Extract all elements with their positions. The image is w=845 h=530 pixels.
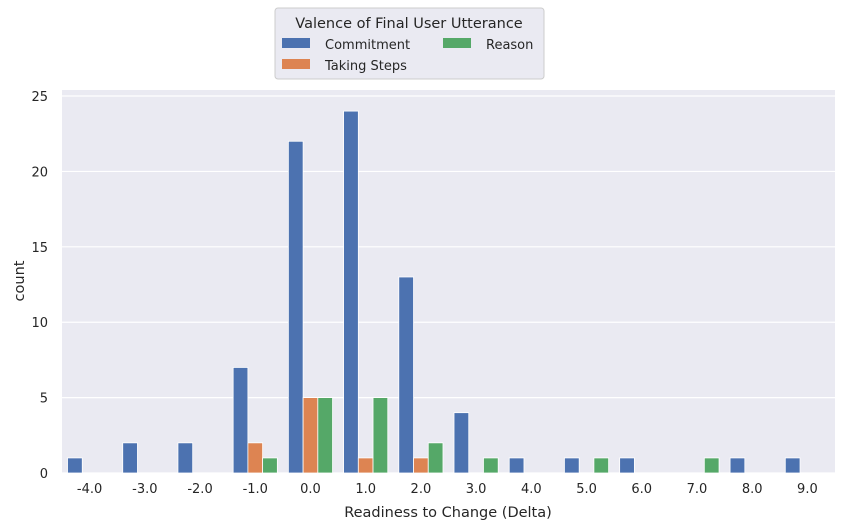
- x-tick-label: 5.0: [576, 482, 597, 497]
- bar-commitment: [67, 457, 83, 474]
- legend-label: Reason: [486, 38, 533, 53]
- bar-reason: [372, 397, 389, 474]
- bar-taking-steps: [302, 397, 319, 474]
- x-tick-label: 8.0: [742, 482, 763, 497]
- legend-title: Valence of Final User Utterance: [295, 16, 523, 32]
- x-tick-label: 9.0: [797, 482, 818, 497]
- x-tick-label: 0.0: [300, 482, 321, 497]
- x-tick-label: -3.0: [132, 482, 157, 497]
- bars: [67, 110, 801, 474]
- x-tick-label: -1.0: [243, 482, 268, 497]
- legend-entries: Commitment Taking Steps Reason: [282, 38, 533, 74]
- bar-reason: [593, 457, 610, 474]
- bar-commitment: [619, 457, 635, 474]
- x-tick-label: 7.0: [687, 482, 708, 497]
- x-tick-label: 1.0: [355, 482, 376, 497]
- bar-reason: [262, 457, 278, 474]
- x-tick-label: 3.0: [466, 482, 487, 497]
- bar-reason: [427, 442, 444, 474]
- bar-commitment: [453, 412, 470, 474]
- legend-label: Taking Steps: [324, 59, 407, 74]
- bar-commitment: [729, 457, 746, 474]
- x-tick-label: 6.0: [631, 482, 652, 497]
- bar-reason: [317, 397, 333, 474]
- legend-swatch: [282, 38, 310, 48]
- y-tick-label: 10: [31, 316, 48, 331]
- y-tick-label: 0: [40, 467, 48, 482]
- bar-commitment: [398, 276, 414, 474]
- bar-commitment: [343, 110, 359, 474]
- bar-commitment: [232, 367, 249, 474]
- bar-commitment: [564, 457, 580, 474]
- bar-reason: [483, 457, 499, 474]
- legend: Valence of Final User Utterance Commitme…: [274, 7, 545, 80]
- x-tick-label: -2.0: [187, 482, 212, 497]
- bar-reason: [703, 457, 720, 474]
- x-tick-labels: -4.0 -3.0 -2.0 -1.0 0.0 1.0 2.0 3.0 4.0 5.0 6.0 7.0…: [77, 482, 818, 497]
- y-tick-labels: 0 5 10 15 20 25: [31, 90, 48, 482]
- y-tick-label: 20: [31, 165, 48, 180]
- bar-commitment: [508, 457, 525, 474]
- x-tick-label: 4.0: [521, 482, 542, 497]
- plot-area: [62, 90, 835, 473]
- legend-label: Commitment: [325, 38, 410, 53]
- legend-swatch: [282, 59, 310, 69]
- bar-commitment: [784, 457, 801, 474]
- y-axis-label: count: [12, 260, 28, 301]
- legend-box: [274, 7, 545, 80]
- y-tick-label: 5: [40, 392, 48, 407]
- y-tick-label: 25: [31, 90, 48, 105]
- legend-swatch: [443, 38, 471, 48]
- y-tick-label: 15: [31, 241, 48, 256]
- x-tick-label: 2.0: [411, 482, 432, 497]
- bar-taking-steps: [247, 442, 264, 474]
- x-tick-label: -4.0: [77, 482, 102, 497]
- x-axis-label: Readiness to Change (Delta): [344, 505, 552, 521]
- bar-taking-steps: [413, 457, 429, 474]
- bar-taking-steps: [357, 457, 374, 474]
- bar-commitment: [177, 442, 194, 474]
- bar-commitment: [287, 140, 304, 474]
- bar-commitment: [122, 442, 138, 474]
